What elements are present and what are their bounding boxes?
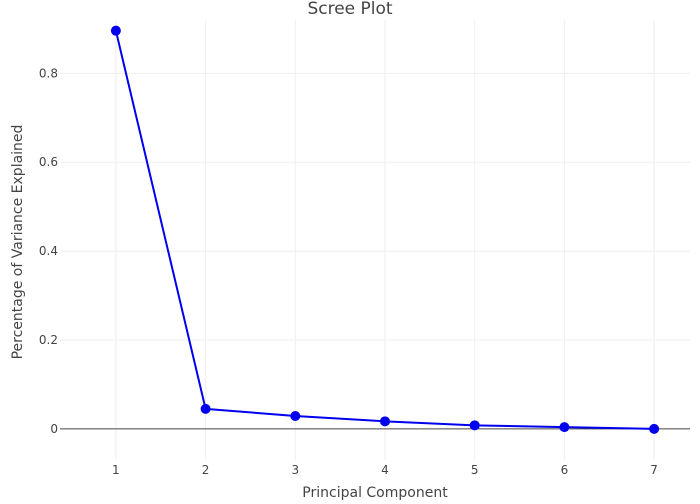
data-point	[290, 411, 301, 421]
data-point	[110, 25, 121, 36]
x-tick-label: 5	[471, 463, 479, 477]
data-point	[559, 422, 570, 433]
data-point	[380, 416, 390, 427]
axis-layer: 1 2 3 4 5 6 7 0 0.2 0.4 0.6 0.8	[39, 66, 690, 477]
x-tick-label: 7	[650, 463, 658, 477]
y-axis-title: Percentage of Variance Explained	[10, 125, 26, 360]
x-tick-label: 1	[112, 463, 120, 477]
x-axis-title: Principal Component	[302, 485, 448, 500]
x-tick-label: 3	[291, 463, 299, 477]
y-tick-label: 0.6	[39, 155, 58, 169]
y-tick-label: 0.8	[39, 66, 58, 80]
chart-title: Scree Plot	[307, 0, 392, 19]
x-tick-label: 2	[202, 463, 210, 477]
y-tick-label: 0	[50, 422, 58, 436]
data-point	[469, 420, 480, 431]
series-layer	[110, 25, 660, 434]
x-tick-label: 4	[381, 463, 389, 477]
y-tick-label: 0.4	[39, 244, 58, 258]
y-tick-label: 0.2	[39, 333, 58, 347]
data-point	[649, 423, 660, 434]
data-point	[200, 403, 211, 414]
x-tick-label: 6	[561, 463, 569, 477]
grid-layer	[60, 20, 690, 460]
